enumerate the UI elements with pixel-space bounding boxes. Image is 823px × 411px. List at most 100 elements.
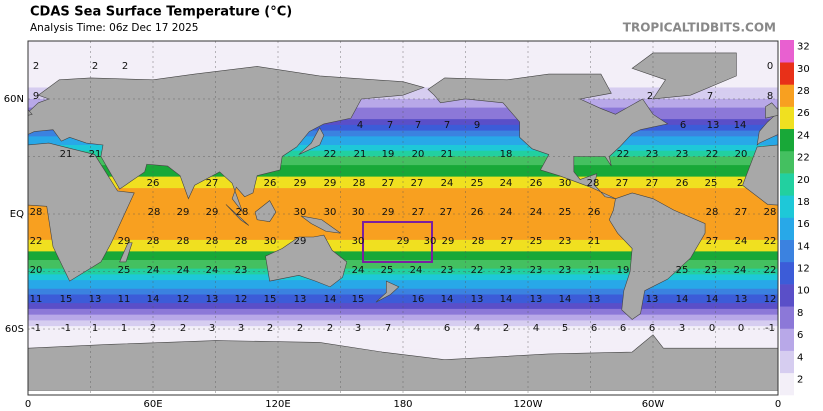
temperature-label: 20 <box>30 265 43 276</box>
temperature-label: 25 <box>559 207 572 218</box>
temperature-label: 23 <box>705 265 718 276</box>
temperature-label: 6 <box>649 323 655 334</box>
temperature-label: 5 <box>562 323 568 334</box>
temperature-label: 28 <box>30 207 43 218</box>
colorbar-swatch <box>780 195 794 218</box>
sst-band <box>28 237 778 241</box>
y-axis-label: 60N <box>4 94 24 105</box>
temperature-label: -1 <box>765 323 775 334</box>
temperature-label: 0 <box>709 323 715 334</box>
temperature-label: 24 <box>410 265 423 276</box>
temperature-label: 13 <box>206 294 219 305</box>
temperature-label: 2 <box>647 91 653 102</box>
temperature-label: 27 <box>382 178 395 189</box>
temperature-label: 15 <box>264 294 277 305</box>
sst-band <box>28 337 778 342</box>
colorbar-swatch <box>780 261 794 285</box>
temperature-label: 30 <box>559 178 572 189</box>
temperature-label: 27 <box>411 178 424 189</box>
temperature-label: 24 <box>352 265 365 276</box>
y-axis-label: EQ <box>10 209 24 220</box>
temperature-label: 9 <box>33 91 39 102</box>
sst-band <box>28 291 778 296</box>
sst-band <box>28 173 778 178</box>
temperature-label: 30 <box>264 236 277 247</box>
temperature-label: 14 <box>441 294 454 305</box>
temperature-label: 12 <box>177 294 190 305</box>
temperature-label: 26 <box>147 178 160 189</box>
temperature-label: 16 <box>412 294 425 305</box>
sst-band <box>28 208 778 212</box>
temperature-label: 27 <box>735 207 748 218</box>
temperature-label: 6 <box>444 323 450 334</box>
temperature-label: 4 <box>533 323 539 334</box>
sst-band <box>28 147 778 152</box>
temperature-label: 27 <box>412 207 425 218</box>
temperature-label: 12 <box>235 294 248 305</box>
temperature-label: 2 <box>297 323 303 334</box>
temperature-label: 22 <box>30 236 43 247</box>
sst-band <box>28 222 778 227</box>
temperature-label: 2 <box>267 323 273 334</box>
temperature-label: 29 <box>324 178 337 189</box>
temperature-label: 29 <box>177 207 190 218</box>
sst-band <box>28 283 778 287</box>
temperature-label: 28 <box>472 236 485 247</box>
temperature-label: 8 <box>767 91 773 102</box>
temperature-label: 21 <box>354 149 367 160</box>
sst-band <box>28 214 778 218</box>
temperature-label: 21 <box>588 265 601 276</box>
sst-band <box>28 101 778 106</box>
temperature-label: 7 <box>385 323 391 334</box>
temperature-label: 29 <box>294 236 307 247</box>
temperature-label: 27 <box>706 236 719 247</box>
temperature-label: 28 <box>353 178 366 189</box>
sst-band <box>28 121 778 126</box>
temperature-label: 14 <box>706 294 719 305</box>
temperature-label: 28 <box>177 236 190 247</box>
temperature-label: 14 <box>147 294 160 305</box>
colorbar-label: 18 <box>797 197 810 208</box>
land <box>28 142 135 282</box>
sst-band <box>28 67 778 71</box>
temperature-label: 27 <box>646 178 659 189</box>
temperature-label: 22 <box>706 149 719 160</box>
temperature-label: 26 <box>676 178 689 189</box>
temperature-label: 24 <box>500 178 513 189</box>
temperature-label: 15 <box>352 294 365 305</box>
sst-band <box>28 228 778 232</box>
sst-band <box>28 162 778 166</box>
temperature-label: 3 <box>679 323 685 334</box>
temperature-label: 22 <box>764 236 777 247</box>
temperature-label: 14 <box>324 294 337 305</box>
sst-band <box>28 242 778 247</box>
temperature-label: 23 <box>559 265 572 276</box>
temperature-label: 23 <box>441 265 454 276</box>
land <box>631 52 737 100</box>
temperature-label: 29 <box>206 207 219 218</box>
land <box>28 109 33 116</box>
land <box>608 192 706 320</box>
temperature-label: 28 <box>587 178 600 189</box>
colorbar-label: 30 <box>797 64 810 75</box>
temperature-label: 23 <box>500 265 513 276</box>
temperature-label: -1 <box>31 323 41 334</box>
temperature-label: 29 <box>118 236 131 247</box>
sst-band <box>28 343 778 347</box>
temperature-label: 24 <box>500 207 513 218</box>
sst-band <box>28 254 778 258</box>
sst-band <box>28 317 778 321</box>
colorbar-swatch <box>780 62 794 85</box>
temperature-label: 2 <box>122 61 128 72</box>
sst-band <box>28 234 778 238</box>
sst-band <box>28 41 778 45</box>
sst-band <box>28 216 778 221</box>
land <box>119 242 133 263</box>
temperature-label: 3 <box>238 323 244 334</box>
sst-band <box>28 153 778 157</box>
sst-band <box>28 58 778 63</box>
temperature-label: 13 <box>471 294 484 305</box>
